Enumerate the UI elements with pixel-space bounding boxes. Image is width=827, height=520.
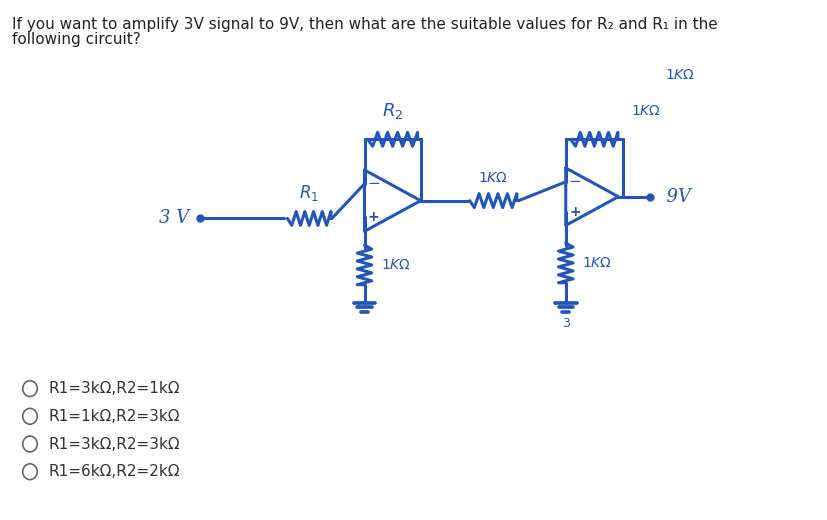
- Text: 3: 3: [562, 317, 569, 330]
- Text: R1=1kΩ,R2=3kΩ: R1=1kΩ,R2=3kΩ: [48, 409, 179, 424]
- Text: R1=3kΩ,R2=3kΩ: R1=3kΩ,R2=3kΩ: [48, 436, 179, 451]
- Text: +: +: [367, 211, 379, 225]
- Text: $1K\Omega$: $1K\Omega$: [380, 258, 410, 272]
- Text: $R_1$: $R_1$: [299, 183, 318, 203]
- Text: $1K\Omega$: $1K\Omega$: [664, 68, 694, 82]
- Text: R1=3kΩ,R2=1kΩ: R1=3kΩ,R2=1kΩ: [48, 381, 179, 396]
- Text: $1K\Omega$: $1K\Omega$: [581, 256, 611, 270]
- Text: −: −: [568, 174, 581, 189]
- Text: $R_2$: $R_2$: [381, 101, 403, 122]
- Text: If you want to amplify 3V signal to 9V, then what are the suitable values for R₂: If you want to amplify 3V signal to 9V, …: [12, 17, 717, 32]
- Text: −: −: [366, 176, 380, 191]
- Text: $1K\Omega$: $1K\Omega$: [478, 171, 508, 185]
- Text: 3 V: 3 V: [159, 210, 189, 227]
- Text: $1K\Omega$: $1K\Omega$: [630, 103, 660, 118]
- Text: 9V: 9V: [654, 188, 690, 206]
- Text: +: +: [568, 204, 580, 218]
- Text: following circuit?: following circuit?: [12, 32, 141, 47]
- Text: R1=6kΩ,R2=2kΩ: R1=6kΩ,R2=2kΩ: [48, 464, 179, 479]
